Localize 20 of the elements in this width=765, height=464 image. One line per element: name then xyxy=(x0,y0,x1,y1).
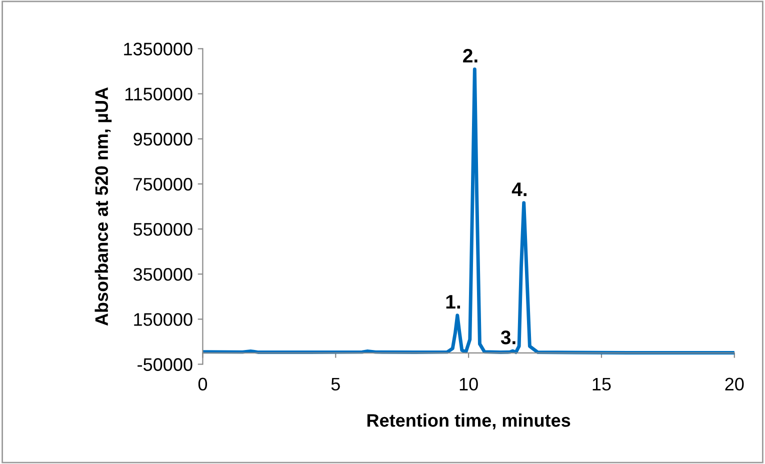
y-tick-label: 150000 xyxy=(134,313,192,326)
x-tick-label: 15 xyxy=(592,378,611,391)
y-tick-label: 950000 xyxy=(134,132,192,146)
x-axis-title: Retention time, minutes xyxy=(367,414,570,430)
line-series xyxy=(202,67,734,354)
annotation: 3. xyxy=(500,330,516,344)
y-tick-label: 550000 xyxy=(133,222,192,236)
y-tick-label: -50000 xyxy=(138,358,192,371)
y-tick-label: 350000 xyxy=(133,268,192,281)
annotation: 1. xyxy=(446,295,460,309)
x-tick-label: 10 xyxy=(460,378,478,391)
y-tick-label: 750000 xyxy=(134,178,192,191)
annotation: 4. xyxy=(512,182,526,196)
x-tick-label: 20 xyxy=(725,378,744,391)
y-axis-title: Absorbance at 520 nm, µUA xyxy=(94,87,112,326)
annotation: 2. xyxy=(463,48,478,62)
x-tick-label: 0 xyxy=(198,378,208,391)
x-tick-label: 5 xyxy=(331,378,340,391)
y-tick-label: 1350000 xyxy=(124,42,192,56)
y-tick-label: 1150000 xyxy=(125,88,192,101)
